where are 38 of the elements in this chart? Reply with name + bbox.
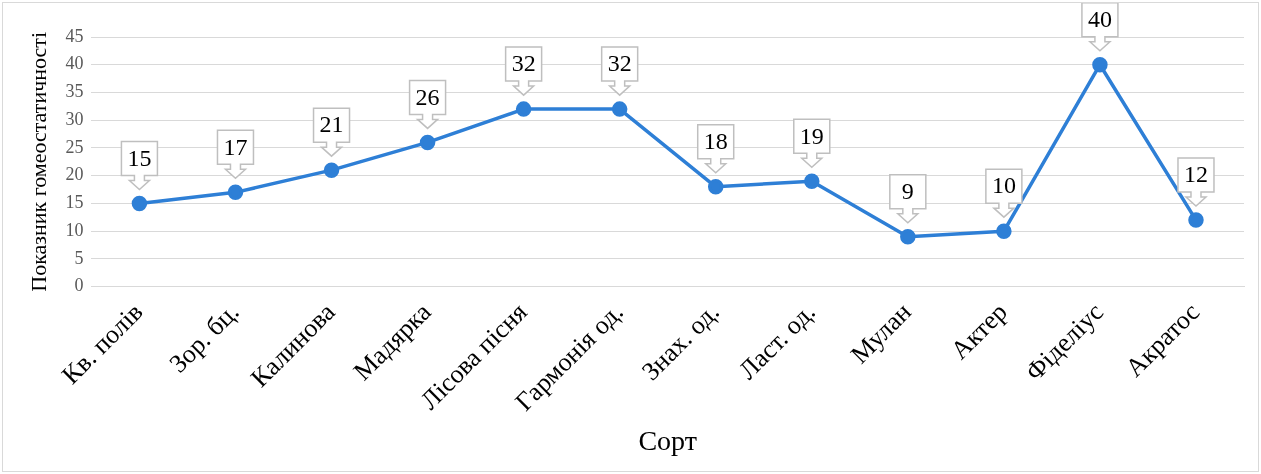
data-label: 32 [511, 50, 536, 77]
y-tick-label: 25 [65, 136, 84, 157]
y-tick-label: 10 [65, 219, 84, 240]
point [323, 162, 340, 178]
point [1188, 212, 1204, 228]
data-label: 19 [799, 122, 824, 149]
data-label: 15 [127, 144, 152, 171]
y-tick-label: 5 [74, 247, 84, 268]
data-label: 40 [1087, 6, 1112, 33]
point [707, 179, 724, 195]
y-tick-label: 35 [65, 81, 84, 102]
point [131, 195, 148, 212]
point [611, 101, 628, 117]
point [227, 184, 244, 201]
y-tick-label: 40 [65, 53, 84, 74]
y-tick-label: 45 [65, 25, 84, 46]
data-label: 12 [1183, 161, 1208, 188]
x-tick-label: Знах. од. [636, 297, 725, 386]
y-tick-label: 15 [65, 192, 84, 213]
y-tick-label: 0 [74, 275, 84, 296]
point [804, 173, 820, 189]
point [996, 223, 1012, 239]
point [515, 101, 532, 117]
point [419, 134, 436, 151]
data-label: 18 [703, 128, 728, 155]
data-label: 26 [415, 83, 440, 110]
x-axis-title: Сорт [638, 424, 697, 456]
x-tick-label: Зор. бц. [163, 297, 245, 379]
data-label: 21 [319, 111, 344, 138]
data-label: 9 [901, 178, 914, 205]
data-label: 32 [607, 50, 632, 77]
y-tick-label: 30 [65, 108, 84, 129]
point [900, 228, 916, 245]
y-axis-title: Показник гомеостатичності [25, 31, 51, 292]
point [1092, 56, 1108, 73]
y-tick-label: 20 [65, 164, 84, 185]
data-label: 10 [991, 172, 1016, 199]
data-label: 17 [223, 133, 248, 160]
